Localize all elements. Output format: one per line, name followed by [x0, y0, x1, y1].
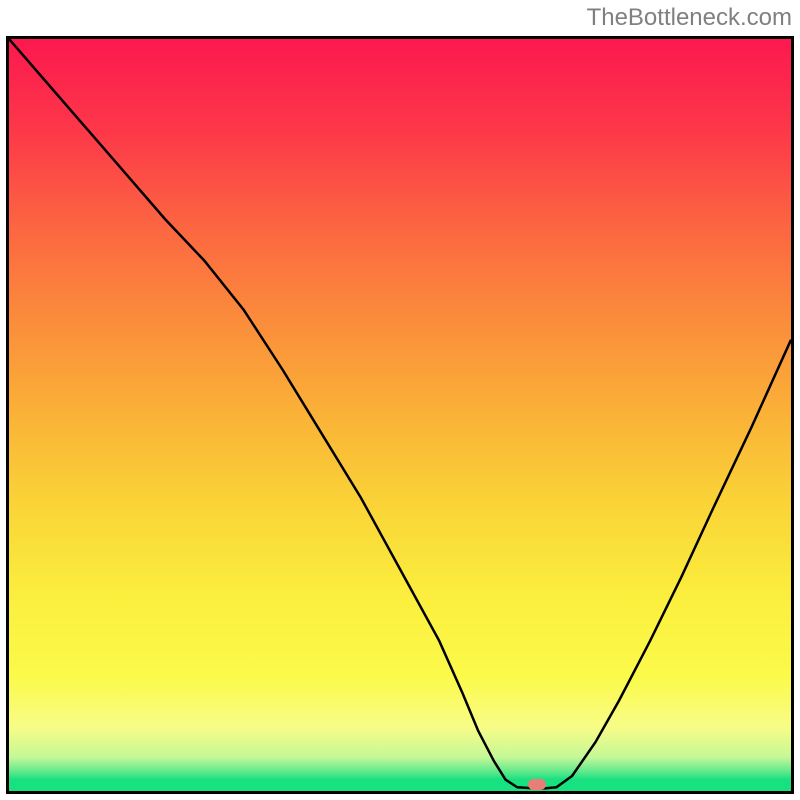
minimum-marker [528, 779, 546, 790]
watermark-text: TheBottleneck.com [587, 4, 792, 32]
plot-area [6, 36, 794, 794]
bottleneck-curve [9, 39, 791, 791]
curve-path [9, 39, 791, 789]
figure-root: TheBottleneck.com [0, 0, 800, 800]
